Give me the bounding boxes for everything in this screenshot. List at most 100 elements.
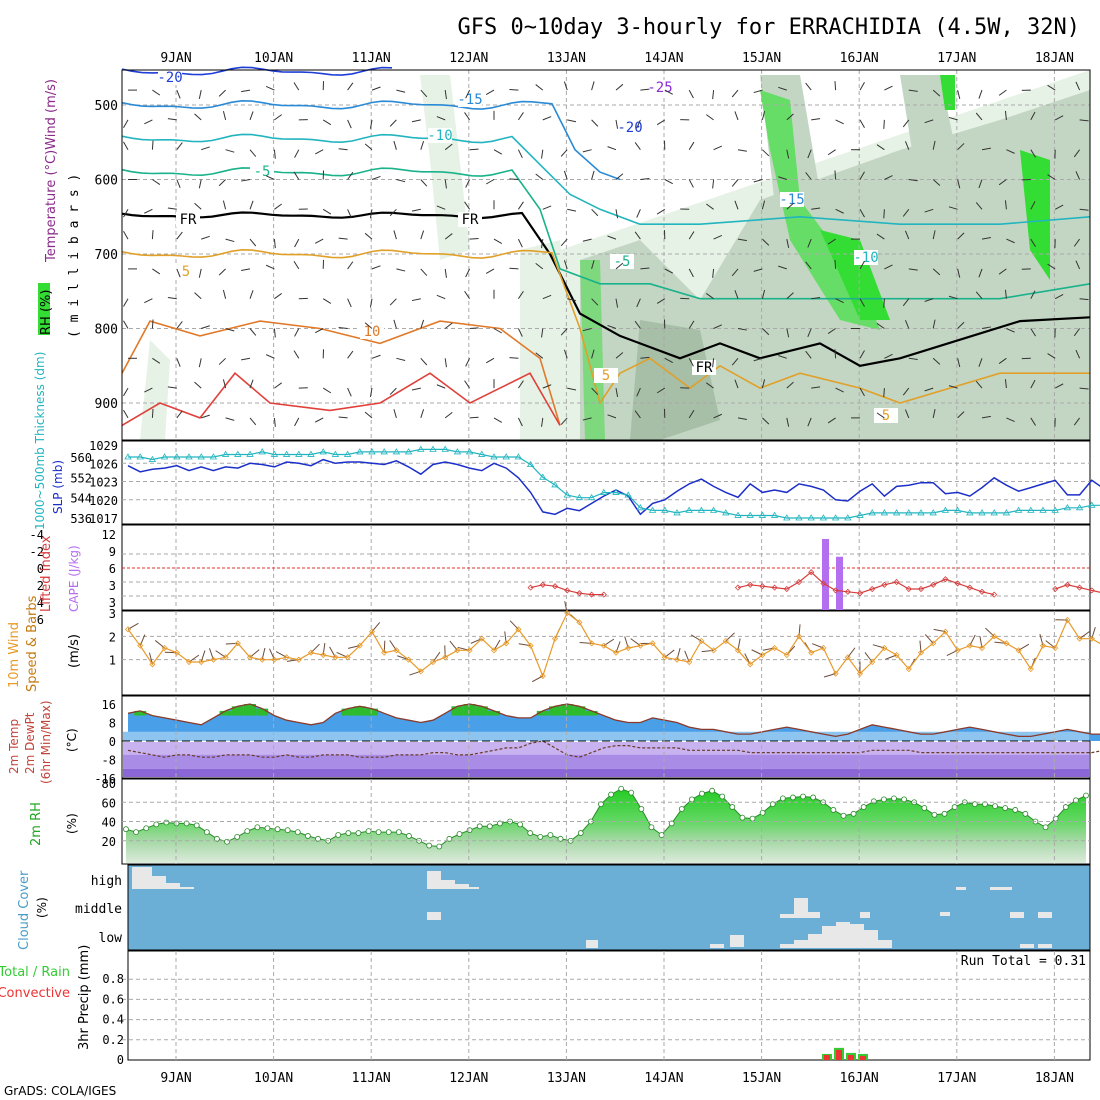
- wind-barb: [664, 89, 673, 95]
- cloud-block: [455, 884, 469, 889]
- wind-barb: [981, 147, 991, 151]
- cloud-block: [1010, 912, 1024, 918]
- wind-speed-marker: [1088, 635, 1095, 642]
- wind-barb: [364, 322, 373, 329]
- wind-barb: [225, 417, 235, 421]
- wind-barb: [1047, 174, 1056, 180]
- cape-ylabels: Lifted Index CAPE (J/kg): [39, 535, 81, 612]
- wind-barb: [201, 235, 210, 240]
- rh-marker: [709, 787, 716, 794]
- wind-barb: [194, 113, 202, 121]
- contour-label-bg: [854, 250, 878, 265]
- wind-barb: [1030, 201, 1036, 210]
- wind-barb: [827, 417, 836, 424]
- wind-barb: [908, 357, 918, 361]
- cloud-block: [808, 934, 822, 948]
- wind-barb: [1047, 353, 1056, 359]
- wind-barb: [293, 261, 300, 270]
- wind-barb: [957, 321, 965, 329]
- wind-barb: [563, 349, 568, 359]
- precip-ytick: 0.6: [102, 992, 124, 1006]
- wind-barb: [444, 179, 447, 189]
- wind-speed-marker: [283, 654, 290, 661]
- wind-barb: [218, 357, 226, 365]
- wind-barb: [464, 290, 471, 299]
- rh-marker: [446, 835, 453, 842]
- wind-barb: [957, 358, 961, 368]
- rh-marker: [860, 804, 867, 810]
- rh-marker: [628, 789, 635, 796]
- rh-shade-area: [940, 75, 955, 110]
- temp-band-low: [123, 731, 1089, 741]
- wind-barb: [615, 352, 624, 359]
- lifted-index-marker: [795, 578, 803, 586]
- wind-barb: [420, 89, 428, 98]
- wind-barb: [835, 387, 844, 393]
- rh-marker: [749, 815, 756, 822]
- cloud-ylabels: Cloud Cover (%): [17, 870, 49, 950]
- wind-barb: [411, 298, 421, 302]
- wind-barb: [393, 140, 397, 150]
- wind-barb: [469, 416, 479, 419]
- thickness-marker: [514, 453, 523, 460]
- upper-ytick: 900: [95, 397, 118, 412]
- wind-barb: [294, 149, 300, 158]
- lifted-index-marker: [881, 581, 888, 588]
- wind-barb: [493, 149, 503, 155]
- wind-barb: [827, 149, 836, 156]
- wind-barb: [225, 238, 235, 243]
- wind-barb: [640, 178, 650, 180]
- wind-barb: [123, 409, 129, 419]
- wind-barb: [1006, 149, 1015, 154]
- top-date-label: 11JAN: [352, 51, 391, 66]
- wind-barb: [734, 290, 739, 299]
- wind-barb: [978, 268, 983, 278]
- slp-ytick: 1020: [89, 494, 118, 508]
- rh-marker: [365, 828, 372, 835]
- wind-speed-marker: [210, 656, 217, 663]
- wind-speed-marker: [686, 658, 693, 666]
- wind-barb: [249, 200, 254, 210]
- wind-barb: [249, 328, 257, 336]
- wind-barb: [957, 268, 961, 278]
- wind-barb: [167, 386, 177, 389]
- top-date-labels: 9JAN 10JAN 11JAN 12JAN 13JAN 14JAN 15JAN 16JAN 1…: [160, 51, 1074, 66]
- rh-marker: [385, 829, 392, 835]
- wind-barb: [762, 149, 770, 157]
- wind-barb: [883, 119, 885, 129]
- thickness-marker: [173, 453, 181, 460]
- cloud-block: [850, 924, 864, 948]
- wind-barb: [123, 298, 129, 307]
- rh-marker: [557, 835, 564, 842]
- wind-barb: [884, 264, 893, 270]
- wind-barb: [371, 86, 381, 91]
- wind-barb: [563, 81, 568, 91]
- wind-barb: [176, 179, 181, 189]
- thickness-marker: [722, 509, 730, 516]
- wind-barb: [778, 176, 787, 180]
- rh-marker: [163, 819, 170, 826]
- wind-barb: [517, 112, 524, 121]
- wind-barb: [485, 89, 495, 96]
- temp-peak: [585, 710, 598, 716]
- contour-label-bg: [174, 264, 198, 279]
- contour-fr: [121, 211, 1091, 367]
- wind-barb: [876, 144, 885, 151]
- rh-ytick: 60: [102, 796, 116, 810]
- wind-barb: [807, 149, 812, 159]
- wind-barb: [1079, 208, 1089, 211]
- wind-speed-marker: [783, 651, 790, 659]
- wind-speed-marker: [991, 633, 998, 640]
- wind-barb: [152, 179, 161, 185]
- wind-speed-marker: [405, 656, 412, 663]
- wind-barb: [904, 319, 910, 329]
- temp-peak: [341, 708, 354, 716]
- thickness-marker: [831, 514, 840, 521]
- wind-barb: [123, 141, 129, 150]
- wind-barb: [883, 388, 885, 398]
- lifted-index-marker: [844, 588, 851, 595]
- wind-barb: [924, 387, 934, 392]
- wind-barb: [835, 119, 844, 125]
- contour-15: [121, 372, 561, 427]
- wind-barb: [241, 357, 251, 361]
